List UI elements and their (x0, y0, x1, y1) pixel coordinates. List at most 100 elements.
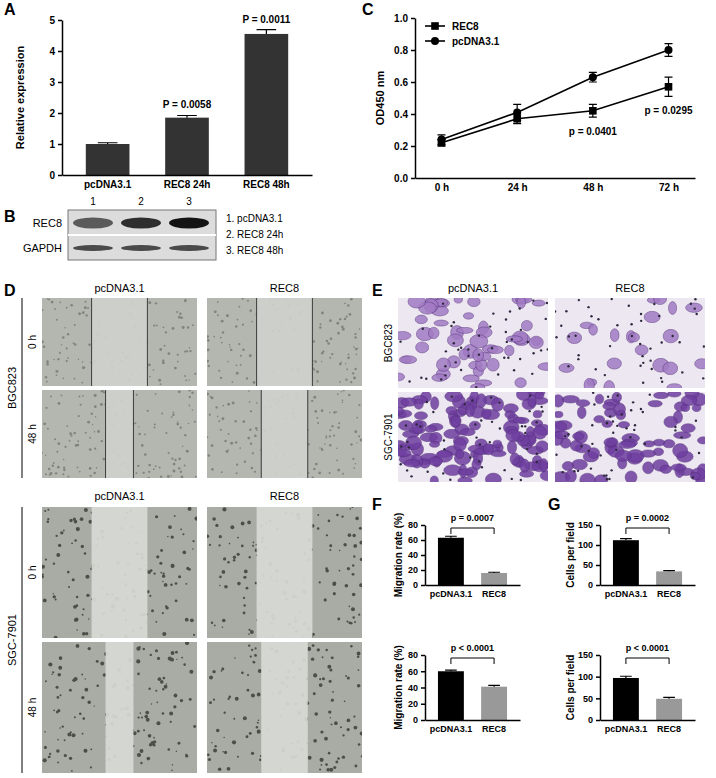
cell (643, 441, 655, 447)
bar-chart: pcDNA3.1REC8 24hREC8 48h012345Relative e… (14, 14, 313, 190)
cell-speck (148, 687, 150, 689)
image-background (207, 642, 362, 773)
cell (406, 436, 422, 450)
cell-speck (358, 614, 360, 616)
y-tick: 80 (408, 650, 425, 660)
membrane-pore (408, 446, 410, 448)
cell-speck (76, 596, 78, 598)
cell-speck (232, 740, 236, 744)
cell-speck (359, 583, 362, 587)
cell-speck (174, 694, 178, 698)
cell-speck (53, 562, 55, 564)
bar (86, 144, 130, 175)
cell-speck (240, 364, 242, 366)
cell-speck (331, 353, 333, 355)
membrane-pore (674, 429, 676, 431)
cell-speck (53, 462, 55, 464)
cell-speck (331, 656, 334, 659)
cell-speck (220, 377, 222, 379)
membrane-pore (660, 377, 662, 379)
cell-speck (56, 370, 59, 373)
cell-speck (162, 612, 164, 614)
cell (570, 440, 582, 451)
cell-speck (138, 426, 139, 427)
membrane-pore (628, 305, 630, 307)
cell-speck (82, 311, 85, 314)
tick-label: 48 h (583, 182, 603, 193)
cell (507, 440, 516, 453)
cell-speck (341, 326, 344, 329)
cell-speck (251, 694, 255, 698)
cell-speck (325, 435, 326, 436)
cell-speck (316, 380, 318, 382)
cell-speck (313, 340, 315, 342)
cell-speck (170, 583, 173, 586)
cell (555, 395, 564, 407)
tick-mark (421, 525, 425, 527)
wound-edge (256, 298, 257, 386)
micrograph (207, 507, 362, 638)
x-tick: REC8 (482, 724, 506, 734)
cell-speck (215, 406, 217, 408)
cell-speck (192, 548, 193, 549)
tick-label: 50 (583, 694, 593, 704)
cell-speck (237, 553, 240, 556)
cell-speck (313, 739, 317, 743)
cell-speck (249, 354, 252, 357)
cell (436, 358, 450, 371)
cell-speck (56, 374, 58, 376)
wound-gap (92, 507, 148, 638)
cell-speck (325, 649, 327, 651)
membrane-pore (642, 382, 644, 384)
cell-speck (164, 583, 168, 587)
cell-speck (249, 309, 252, 312)
cell-speck (249, 401, 251, 403)
cell-speck (211, 622, 213, 624)
cell-speck (66, 307, 68, 309)
cell (468, 298, 481, 307)
cell-speck (351, 507, 353, 508)
tick-mark (421, 671, 425, 673)
cell (643, 462, 654, 474)
cell-speck (47, 298, 48, 299)
cell-speck (62, 725, 64, 727)
cell-speck (185, 583, 187, 585)
cell-speck (162, 573, 164, 575)
y-axis: 012345 (49, 15, 62, 181)
cell-speck (169, 711, 173, 715)
tick-label: REC8 24h (164, 179, 211, 190)
cell-speck (188, 568, 191, 571)
cell-speck (74, 618, 78, 622)
cell-speck (243, 597, 245, 599)
membrane-pore (408, 380, 410, 382)
cell (681, 424, 695, 433)
micrograph (42, 298, 197, 386)
y-tick: 50 (583, 560, 600, 570)
membrane-pore (658, 315, 660, 317)
cell-speck (162, 360, 164, 362)
cell-speck (82, 395, 84, 397)
membrane-pore (471, 399, 473, 401)
cell-speck (324, 443, 326, 445)
cell-speck (242, 324, 244, 326)
western-blot: 123REC8GAPDH1. pcDNA3.12. REC8 24h3. REC… (23, 196, 283, 260)
x-tick: REC8 48h (243, 179, 290, 190)
blot-band (73, 245, 113, 251)
cell (538, 363, 548, 371)
cell-speck (319, 758, 323, 762)
cell-speck (341, 391, 342, 392)
cell-speck (329, 472, 331, 474)
cell-speck (82, 717, 85, 720)
cell-speck (325, 436, 327, 438)
cell-speck (177, 354, 179, 356)
wound-edge (91, 298, 92, 386)
tick-mark (421, 655, 425, 657)
cell-speck (160, 572, 162, 574)
cell-speck (155, 690, 157, 692)
cell-speck (172, 764, 174, 766)
cell-speck (178, 457, 181, 460)
micrograph (207, 298, 362, 386)
cell-speck (246, 735, 249, 738)
y-tick: 0.4 (394, 109, 415, 120)
cell-speck (183, 663, 186, 666)
